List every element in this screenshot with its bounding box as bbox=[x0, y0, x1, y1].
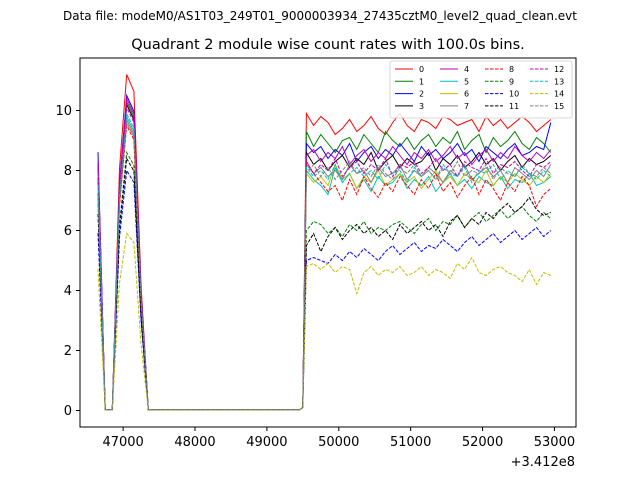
x-tick-label: 53000 bbox=[534, 435, 575, 450]
legend-label-0: 0 bbox=[419, 65, 424, 74]
x-tick-label: 47000 bbox=[102, 435, 143, 450]
legend-label-4: 4 bbox=[464, 65, 469, 74]
legend-label-15: 15 bbox=[554, 102, 564, 111]
y-tick-label: 8 bbox=[64, 164, 72, 179]
x-offset-label: +3.412e8 bbox=[511, 455, 575, 470]
legend-label-11: 11 bbox=[509, 102, 519, 111]
series-line-13 bbox=[97, 111, 552, 411]
legend-label-9: 9 bbox=[509, 77, 514, 86]
legend-label-12: 12 bbox=[554, 65, 564, 74]
legend-label-6: 6 bbox=[464, 90, 469, 99]
legend-box bbox=[389, 60, 573, 119]
chart-title: Quadrant 2 module wise count rates with … bbox=[131, 37, 525, 53]
legend-label-1: 1 bbox=[419, 77, 424, 86]
legend-label-3: 3 bbox=[419, 102, 424, 111]
series-line-12 bbox=[97, 105, 552, 411]
x-tick-label: 49000 bbox=[246, 435, 287, 450]
series-line-15 bbox=[97, 120, 552, 411]
y-tick-label: 10 bbox=[55, 104, 72, 119]
legend-label-10: 10 bbox=[509, 90, 519, 99]
legend-label-8: 8 bbox=[509, 65, 514, 74]
legend-label-13: 13 bbox=[554, 77, 564, 86]
y-tick-label: 4 bbox=[64, 284, 72, 299]
x-tick-label: 48000 bbox=[174, 435, 215, 450]
x-tick-label: 52000 bbox=[462, 435, 503, 450]
legend-label-7: 7 bbox=[464, 102, 469, 111]
x-tick-label: 51000 bbox=[390, 435, 431, 450]
legend-label-14: 14 bbox=[554, 90, 564, 99]
figure-suptitle: Data file: modeM0/AS1T03_249T01_90000039… bbox=[63, 9, 577, 23]
axes: 47000 48000 49000 50000 51000 52000 53000 0 2 4 6 8… bbox=[55, 57, 577, 450]
y-tick-label: 0 bbox=[64, 404, 72, 419]
series-lines bbox=[97, 74, 552, 411]
x-tick-label: 50000 bbox=[318, 435, 359, 450]
y-tick-label: 2 bbox=[64, 344, 72, 359]
legend-label-2: 2 bbox=[419, 90, 424, 99]
plot-frame bbox=[79, 57, 577, 428]
y-tick-label: 6 bbox=[64, 224, 72, 239]
legend-label-5: 5 bbox=[464, 77, 469, 86]
